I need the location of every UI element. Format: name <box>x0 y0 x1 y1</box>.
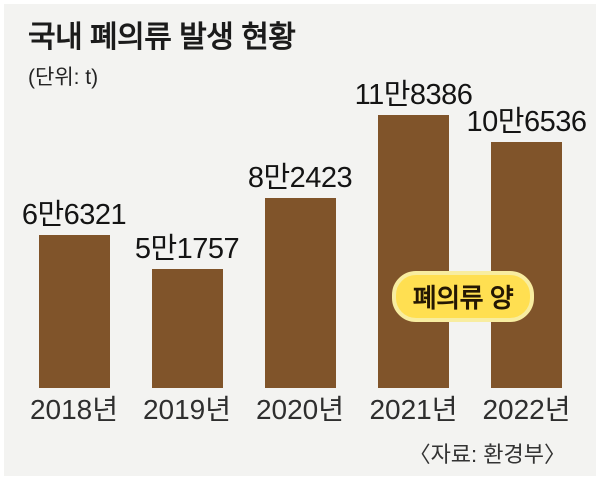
bar <box>378 115 449 388</box>
bar-year-label: 2020년 <box>255 394 345 425</box>
bar <box>264 198 336 388</box>
source-note: 〈자료: 환경부〉 <box>408 442 566 467</box>
bar-value-label: 11만8386 <box>354 79 473 111</box>
bar-value-label: 10만6536 <box>466 106 587 138</box>
unit-label: (단위: t) <box>28 66 99 89</box>
bar-year-label: 2022년 <box>482 394 571 425</box>
bar-value-label: 8만2423 <box>247 162 353 194</box>
bar <box>491 142 562 388</box>
bar-value-label: 5만1757 <box>134 233 240 265</box>
bar-value-label: 6만6321 <box>21 199 127 231</box>
chart-title: 국내 폐의류 발생 현황 <box>28 21 296 54</box>
bar-year-label: 2018년 <box>29 394 119 425</box>
bar <box>151 269 223 388</box>
bar <box>38 235 110 388</box>
series-badge: 폐의류 양 <box>392 271 534 322</box>
bar-year-label: 2019년 <box>142 394 232 425</box>
bar-year-label: 2021년 <box>369 394 458 425</box>
